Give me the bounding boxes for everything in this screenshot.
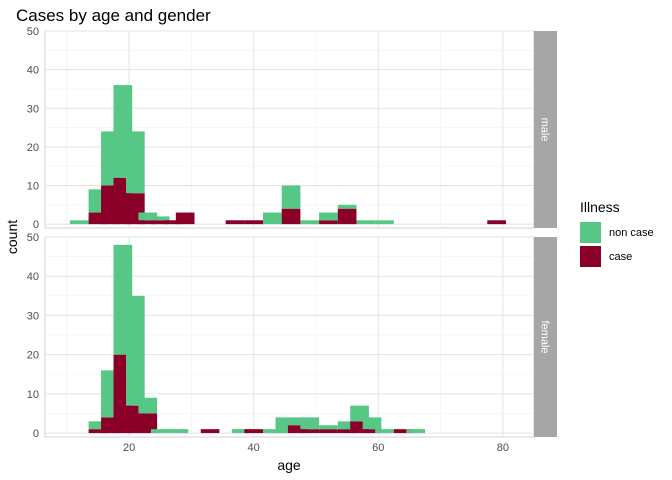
legend: Illness non case case [580, 199, 654, 267]
bar-non-case [300, 220, 320, 225]
bar-non-case [138, 397, 158, 414]
bar-non-case [406, 429, 425, 434]
x-axis-label: age [277, 457, 301, 473]
legend-title: Illness [580, 199, 620, 215]
strip-female [534, 237, 557, 437]
bar-case [362, 429, 382, 434]
strip-male [534, 31, 557, 228]
bar-non-case [375, 220, 394, 225]
bar-case [319, 220, 338, 225]
bar-case [337, 208, 357, 225]
bar-non-case [169, 429, 189, 434]
y-tick-label: 30 [27, 310, 39, 322]
y-tick-label: 20 [27, 350, 39, 362]
legend-swatch-case [580, 246, 601, 267]
facet-female: 0 10 20 30 40 50 female [27, 232, 557, 440]
bar-case [281, 208, 301, 225]
bar-case [337, 429, 357, 434]
y-tick-label: 50 [27, 232, 39, 244]
bars-female [88, 244, 425, 434]
y-ticks-female: 0 10 20 30 40 50 [27, 232, 39, 440]
bar-non-case [375, 429, 394, 434]
bar-non-case [287, 417, 307, 426]
chart-title: Cases by age and gender [16, 6, 211, 25]
strip-label-female: female [539, 320, 551, 353]
strip-label-male: male [539, 118, 551, 142]
facet-male: 0 10 20 30 40 50 male [27, 26, 557, 231]
bar-case [487, 220, 506, 225]
bar-non-case [88, 421, 108, 430]
x-tick-label: 80 [497, 442, 509, 454]
x-tick-label: 60 [372, 442, 384, 454]
legend-label-non-case: non case [609, 227, 654, 239]
y-tick-label: 20 [27, 142, 39, 154]
bar-case [138, 220, 158, 225]
y-tick-label: 50 [27, 26, 39, 38]
bar-case [88, 429, 108, 434]
bar-case [225, 220, 245, 225]
bar-non-case [231, 429, 251, 434]
x-tick-label: 20 [123, 442, 135, 454]
y-ticks-male: 0 10 20 30 40 50 [27, 26, 39, 231]
y-axis-label: count [4, 220, 20, 254]
bar-non-case [362, 417, 382, 430]
bar-non-case [300, 417, 320, 430]
legend-label-case: case [609, 251, 632, 263]
bar-non-case [337, 421, 357, 430]
y-tick-label: 40 [27, 271, 39, 283]
y-tick-label: 10 [27, 181, 39, 193]
x-ticks: 20 40 60 80 [123, 442, 509, 454]
bar-case [175, 212, 195, 225]
bar-non-case [125, 131, 145, 194]
bar-non-case [281, 185, 301, 209]
bar-case [300, 429, 320, 434]
bar-non-case [263, 212, 282, 225]
bar-case [150, 220, 170, 225]
legend-swatch-non-case [580, 222, 601, 243]
bar-case [244, 220, 264, 225]
bar-case [138, 413, 158, 434]
bar-non-case [319, 425, 338, 430]
bar-case [88, 212, 108, 225]
y-tick-label: 0 [33, 219, 39, 231]
bar-non-case [125, 295, 145, 406]
x-tick-label: 40 [248, 442, 260, 454]
bar-case [350, 421, 369, 434]
bar-case [244, 429, 264, 434]
bar-non-case [356, 220, 376, 225]
bar-non-case [337, 204, 357, 209]
y-tick-label: 30 [27, 103, 39, 115]
bar-case [200, 429, 220, 434]
y-tick-label: 10 [27, 389, 39, 401]
bar-non-case [263, 429, 282, 434]
bar-case [393, 429, 413, 434]
y-tick-label: 0 [33, 428, 39, 440]
bar-non-case [150, 216, 170, 221]
bars-male [69, 85, 506, 225]
bar-case [319, 429, 338, 434]
bar-case [163, 220, 183, 225]
bar-non-case [69, 220, 89, 225]
bar-non-case [319, 212, 338, 221]
bar-case [287, 425, 307, 434]
bar-non-case [150, 429, 170, 434]
bar-non-case [138, 212, 158, 221]
y-tick-label: 40 [27, 65, 39, 77]
